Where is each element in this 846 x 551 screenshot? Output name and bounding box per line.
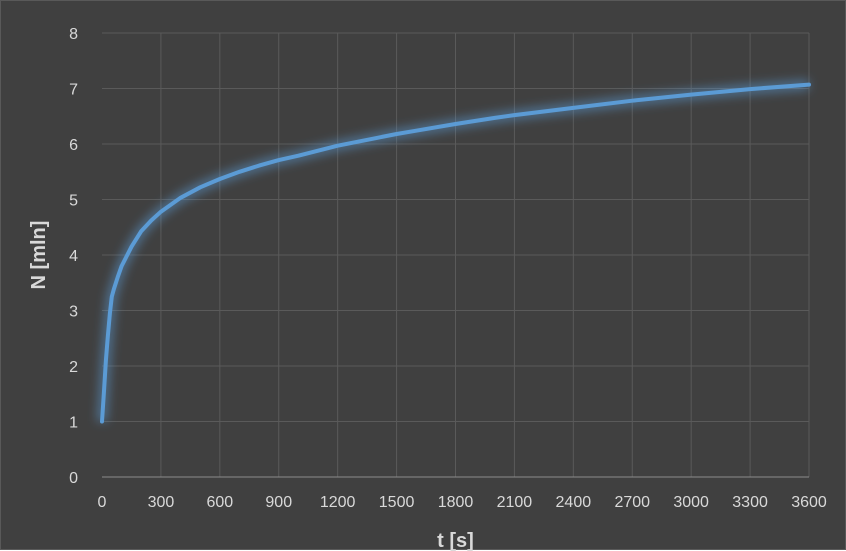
series-line <box>100 82 811 424</box>
y-tick-label: 8 <box>69 26 78 43</box>
grid <box>102 32 810 477</box>
x-tick-label: 2700 <box>614 494 650 511</box>
x-tick-label: 2400 <box>556 494 592 511</box>
y-tick-label: 1 <box>69 415 78 432</box>
x-tick-label: 1500 <box>379 494 415 511</box>
y-tick-label: 3 <box>69 304 78 321</box>
x-tick-label: 600 <box>206 494 233 511</box>
x-tick-label: 3000 <box>673 494 709 511</box>
x-tick-label: 2100 <box>497 494 533 511</box>
x-tick-label: 900 <box>265 494 292 511</box>
y-axis-title: N [mln] <box>28 221 50 290</box>
y-tick-label: 0 <box>69 470 78 487</box>
x-tick-label: 3300 <box>732 494 768 511</box>
y-tick-label: 2 <box>69 359 78 376</box>
x-tick-label: 1800 <box>438 494 474 511</box>
series <box>97 79 811 424</box>
y-tick-label: 4 <box>69 248 78 265</box>
x-axis-title: t [s] <box>437 530 474 551</box>
y-tick-label: 6 <box>69 137 78 154</box>
y-tick-label: 5 <box>69 193 78 210</box>
y-tick-label: 7 <box>69 82 78 99</box>
tick-labels: 0 300 600 900 1200 1500 1800 2100 2400 2700 3000 33… <box>69 26 827 511</box>
x-tick-label: 1200 <box>320 494 356 511</box>
x-tick-label: 300 <box>148 494 175 511</box>
x-tick-label: 0 <box>98 494 107 511</box>
x-tick-label: 3600 <box>791 494 827 511</box>
